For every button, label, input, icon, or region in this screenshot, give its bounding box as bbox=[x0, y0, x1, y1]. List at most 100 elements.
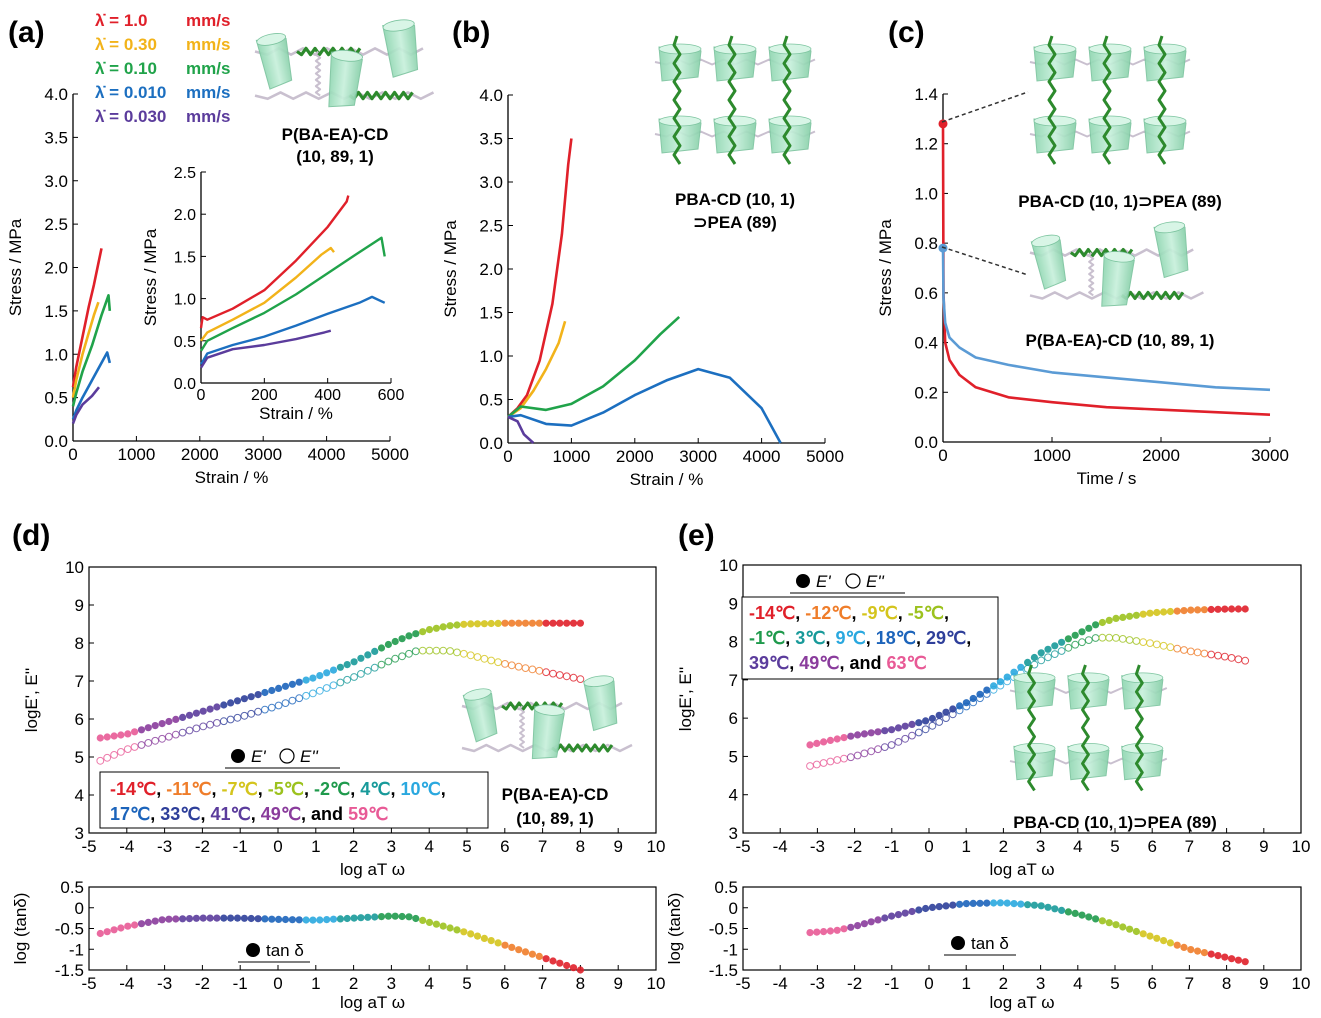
series-line-2 bbox=[200, 246, 335, 342]
y-tick-label: 2.0 bbox=[479, 260, 503, 279]
ring-top bbox=[768, 115, 812, 127]
filled-data-point bbox=[185, 915, 194, 923]
temperature-value: , bbox=[441, 779, 446, 799]
ring-top bbox=[658, 115, 702, 127]
filled-data-point bbox=[1044, 645, 1052, 653]
polymer-chain bbox=[519, 705, 525, 749]
open-data-point bbox=[185, 726, 194, 735]
x-tick-label: 2 bbox=[349, 974, 358, 993]
x-tick-label: -3 bbox=[810, 837, 825, 856]
temperature-value: 9℃ bbox=[836, 628, 866, 648]
x-axis-label: log aT ω bbox=[990, 993, 1055, 1012]
filled-data-point bbox=[288, 916, 296, 924]
x-tick-label: 1000 bbox=[1033, 446, 1071, 465]
x-tick-label: 9 bbox=[1259, 837, 1268, 856]
x-tick-label: 2 bbox=[999, 837, 1008, 856]
x-tick-label: 4000 bbox=[743, 447, 781, 466]
filled-data-point bbox=[268, 915, 276, 923]
open-data-point bbox=[343, 675, 352, 684]
filled-data-point bbox=[833, 735, 841, 743]
temperature-value: 49℃ bbox=[261, 804, 301, 824]
y-tick-label: 1.4 bbox=[914, 85, 938, 104]
filled-data-point bbox=[908, 720, 916, 729]
filled-data-point bbox=[480, 620, 488, 628]
filled-data-point bbox=[412, 630, 420, 638]
filled-data-point bbox=[1119, 923, 1127, 931]
x-tick-label: -1 bbox=[233, 974, 248, 993]
legend-edouble: E'' bbox=[866, 572, 885, 591]
open-data-point bbox=[969, 698, 978, 707]
open-data-point bbox=[894, 738, 903, 746]
filled-data-point bbox=[295, 916, 303, 924]
filled-data-point bbox=[179, 915, 187, 923]
filled-data-point bbox=[894, 911, 903, 919]
open-data-point bbox=[976, 694, 984, 703]
open-data-point bbox=[165, 732, 173, 741]
open-data-point bbox=[473, 653, 482, 661]
open-data-point bbox=[1193, 648, 1202, 657]
cyclodextrin-ring-icon bbox=[713, 43, 757, 82]
y-tick-label: 0.5 bbox=[60, 878, 84, 897]
y-tick-label: 3 bbox=[75, 824, 84, 843]
temperature-row: 39℃, 49℃, and 63℃ bbox=[749, 653, 927, 673]
panel-label-c: (c) bbox=[888, 16, 925, 49]
temperature-value: , bbox=[851, 603, 861, 623]
polymer-chain bbox=[1120, 290, 1185, 301]
open-data-point bbox=[562, 672, 571, 681]
sample-label-c-1: PBA-CD (10, 1)⊃PEA (89) bbox=[1018, 192, 1222, 211]
open-data-point bbox=[1173, 644, 1182, 653]
series-line-5 bbox=[71, 386, 101, 425]
filled-data-point bbox=[275, 684, 283, 693]
open-data-point bbox=[329, 681, 338, 690]
series-line-1 bbox=[941, 123, 1271, 416]
x-tick-label: 0 bbox=[273, 974, 282, 993]
temperature-value: 49℃ bbox=[799, 653, 839, 673]
cyclodextrin-ring-icon bbox=[1013, 672, 1056, 710]
filled-data-point bbox=[467, 620, 475, 628]
open-data-point bbox=[350, 673, 359, 681]
open-data-point bbox=[1186, 647, 1195, 656]
filled-data-point bbox=[928, 903, 937, 912]
filled-data-point bbox=[398, 912, 406, 921]
filled-data-point bbox=[240, 914, 248, 922]
x-axis-label: log aT ω bbox=[990, 860, 1055, 879]
open-data-point bbox=[887, 741, 896, 749]
filled-data-point bbox=[192, 709, 200, 717]
open-data-point bbox=[1078, 638, 1086, 647]
filled-data-point bbox=[969, 694, 977, 703]
rate-legend: λ̇ = 1.0 mm/s λ̇ = 0.30 mm/s λ̇ = 0.10 mm/s λ̇… bbox=[95, 11, 230, 126]
x-tick-label: 5 bbox=[462, 837, 471, 856]
temperature-value: -7℃ bbox=[222, 779, 258, 799]
y-tick-label: 1.0 bbox=[479, 347, 503, 366]
open-data-point bbox=[507, 661, 516, 670]
filled-data-point bbox=[1153, 934, 1161, 942]
open-data-point bbox=[819, 759, 828, 767]
y-axis-label: Stress / MPa bbox=[876, 219, 895, 317]
filled-data-point bbox=[336, 915, 344, 923]
filled-data-point bbox=[840, 925, 848, 933]
y-axis-label: logE', E'' bbox=[676, 667, 695, 732]
x-tick-label: 5000 bbox=[371, 445, 409, 464]
filled-data-point bbox=[124, 922, 132, 930]
filled-circle-icon bbox=[231, 749, 245, 763]
filled-data-point bbox=[144, 918, 152, 927]
filled-data-point bbox=[1228, 955, 1236, 963]
open-data-point bbox=[1112, 634, 1120, 642]
open-data-point bbox=[130, 743, 139, 751]
open-data-point bbox=[487, 656, 496, 665]
filled-data-point bbox=[254, 691, 262, 699]
filled-data-point bbox=[1119, 613, 1127, 622]
filled-data-point bbox=[439, 922, 447, 930]
filled-data-point bbox=[1017, 663, 1025, 671]
temperature-value: , bbox=[150, 804, 160, 824]
temperature-value: -1℃ bbox=[749, 628, 785, 648]
polymer-chain bbox=[1047, 35, 1057, 165]
molecule-illustration-b bbox=[654, 35, 816, 165]
filled-data-point bbox=[949, 705, 957, 713]
filled-data-point bbox=[117, 731, 125, 739]
x-tick-label: 2 bbox=[999, 974, 1008, 993]
temperature-value: , bbox=[304, 779, 314, 799]
temperature-value: -14℃ bbox=[110, 779, 156, 799]
open-data-point bbox=[446, 647, 455, 655]
temperature-value: 29℃ bbox=[926, 628, 966, 648]
